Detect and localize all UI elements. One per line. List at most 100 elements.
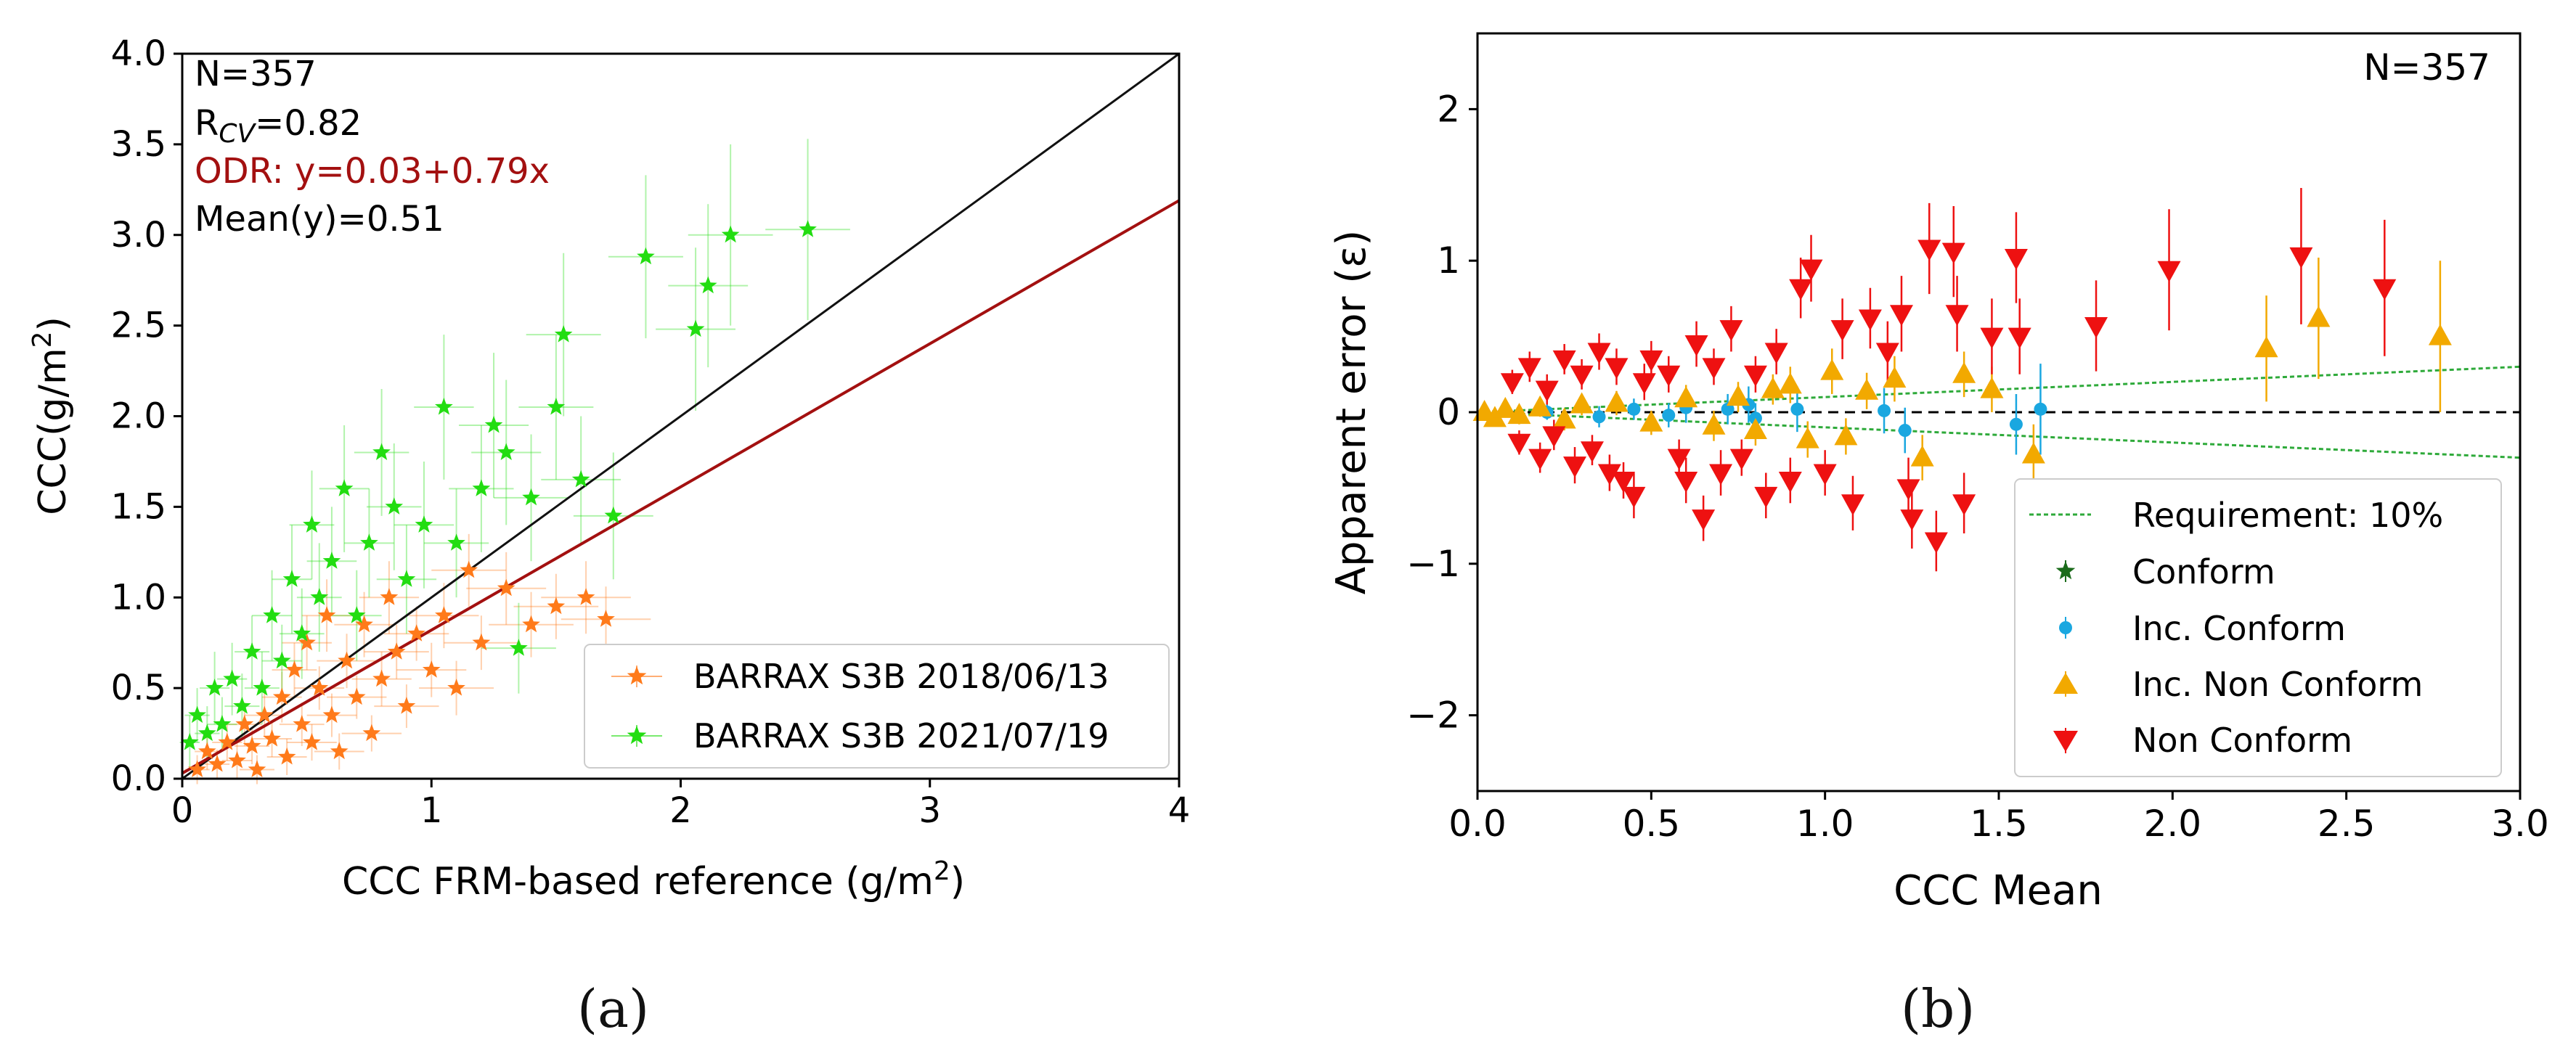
a-legend: BARRAX S3B 2018/06/13 BARRAX S3B 2021/07… bbox=[584, 644, 1170, 769]
a-point bbox=[721, 225, 740, 243]
b-point bbox=[1657, 365, 1681, 387]
b-point bbox=[2428, 324, 2452, 345]
a-point bbox=[310, 588, 329, 605]
b-point bbox=[1896, 479, 1920, 501]
b-point bbox=[1500, 373, 1524, 395]
b-legend-marker-non-conform bbox=[2053, 731, 2078, 752]
a-point bbox=[263, 729, 281, 747]
b-x-tick-label: 2.5 bbox=[2318, 803, 2376, 845]
a-point bbox=[497, 443, 515, 460]
b-point bbox=[1528, 395, 1552, 417]
a-point bbox=[338, 651, 356, 669]
b-legend-label-requirement: Requirement: 10% bbox=[2132, 496, 2443, 535]
b-point bbox=[1834, 424, 1858, 446]
a-point bbox=[522, 488, 540, 506]
a-point bbox=[604, 506, 623, 524]
a-x-axis-label: CCC FRM-based reference (g/m2) bbox=[342, 856, 965, 904]
b-point bbox=[1841, 494, 1864, 516]
a-point bbox=[397, 697, 416, 714]
a-point bbox=[303, 515, 321, 533]
a-point bbox=[522, 615, 540, 633]
b-y-ticks: −2 −1 0 1 2 bbox=[1406, 88, 1477, 737]
subfigure-label-a: (a) bbox=[577, 978, 650, 1039]
b-legend-item-requirement: Requirement: 10% bbox=[2029, 496, 2443, 535]
a-odr-line bbox=[182, 199, 1180, 775]
a-point bbox=[387, 642, 406, 660]
a-point bbox=[255, 705, 274, 724]
a-point bbox=[263, 606, 281, 623]
a-point bbox=[293, 715, 311, 732]
b-data-points bbox=[1472, 239, 2452, 554]
b-point bbox=[1702, 358, 1726, 380]
b-point bbox=[1587, 343, 1611, 364]
b-point bbox=[1917, 239, 1941, 261]
a-point bbox=[347, 606, 366, 623]
a-point bbox=[298, 633, 316, 651]
a-point bbox=[435, 398, 453, 415]
b-x-tick-label: 0.5 bbox=[1623, 803, 1681, 845]
a-x-tick-label: 3 bbox=[918, 790, 941, 831]
subfigure-label-b: (b) bbox=[1901, 978, 1976, 1039]
b-x-ticks: 0.0 0.5 1.0 1.5 2.0 2.5 3.0 bbox=[1448, 791, 2549, 845]
a-x-tick-label: 0 bbox=[171, 790, 194, 831]
a-point bbox=[180, 733, 199, 750]
a-point bbox=[235, 715, 254, 732]
b-x-tick-label: 2.0 bbox=[2144, 803, 2202, 845]
a-point bbox=[317, 606, 336, 623]
panel-a: 0 1 2 3 4 0.0 0.5 1.0 1.5 2.0 2.5 3.0 3.5 4.0 N=357 … bbox=[28, 33, 1190, 904]
b-point bbox=[1580, 441, 1604, 463]
b-point bbox=[1900, 509, 1924, 531]
a-legend-marker-orange bbox=[627, 666, 647, 685]
b-point bbox=[1727, 385, 1750, 406]
panel-b: 0.0 0.5 1.0 1.5 2.0 2.5 3.0 −2 −1 0 1 2 N=357 Requ… bbox=[1328, 32, 2549, 914]
b-point bbox=[1778, 471, 1802, 493]
a-point bbox=[447, 533, 465, 551]
b-y-tick-label: 2 bbox=[1437, 88, 1460, 130]
a-point bbox=[576, 588, 595, 605]
a-x-tick-label: 2 bbox=[669, 790, 692, 831]
b-point bbox=[1517, 358, 1541, 380]
b-legend-item-inc-non-conform: Inc. Non Conform bbox=[2053, 665, 2423, 704]
b-point bbox=[1820, 359, 1844, 380]
a-point bbox=[330, 742, 349, 760]
b-y-tick-label: −1 bbox=[1406, 543, 1460, 585]
b-point bbox=[1980, 377, 2004, 398]
a-y-tick-label: 0.0 bbox=[111, 758, 166, 799]
a-stat-mean: Mean(y)=0.51 bbox=[195, 199, 444, 239]
a-point bbox=[571, 470, 590, 488]
b-point bbox=[1632, 373, 1656, 395]
a-point bbox=[422, 660, 441, 678]
b-x-tick-label: 3.0 bbox=[2491, 803, 2549, 845]
b-point bbox=[1754, 486, 1778, 508]
b-point bbox=[1662, 409, 1676, 422]
b-point bbox=[1684, 335, 1708, 357]
b-legend-box bbox=[2014, 478, 2502, 777]
a-point bbox=[360, 533, 378, 551]
b-point bbox=[1709, 464, 1733, 486]
a-point bbox=[310, 679, 329, 696]
b-point bbox=[1507, 433, 1531, 455]
b-point bbox=[2254, 336, 2278, 358]
b-point bbox=[1799, 259, 1823, 281]
a-point bbox=[322, 705, 341, 724]
b-point bbox=[2157, 261, 2181, 282]
a-point bbox=[335, 479, 354, 496]
b-legend-marker-inc-non-conform bbox=[2053, 673, 2078, 694]
a-point bbox=[415, 515, 433, 533]
b-x-tick-label: 1.5 bbox=[1970, 803, 2028, 845]
b-point bbox=[1563, 456, 1587, 478]
b-point bbox=[1878, 403, 1891, 417]
a-point bbox=[597, 610, 615, 627]
b-point bbox=[1597, 464, 1621, 486]
b-point bbox=[1941, 242, 1965, 264]
a-point bbox=[218, 733, 237, 750]
b-point bbox=[1639, 410, 1663, 432]
b-y-tick-label: 1 bbox=[1437, 239, 1460, 282]
a-point bbox=[385, 497, 404, 515]
a-y-tick-label: 2.0 bbox=[111, 396, 166, 437]
a-point bbox=[397, 570, 416, 587]
b-point bbox=[1674, 471, 1698, 493]
a-point bbox=[407, 624, 425, 642]
a-point bbox=[272, 687, 291, 705]
